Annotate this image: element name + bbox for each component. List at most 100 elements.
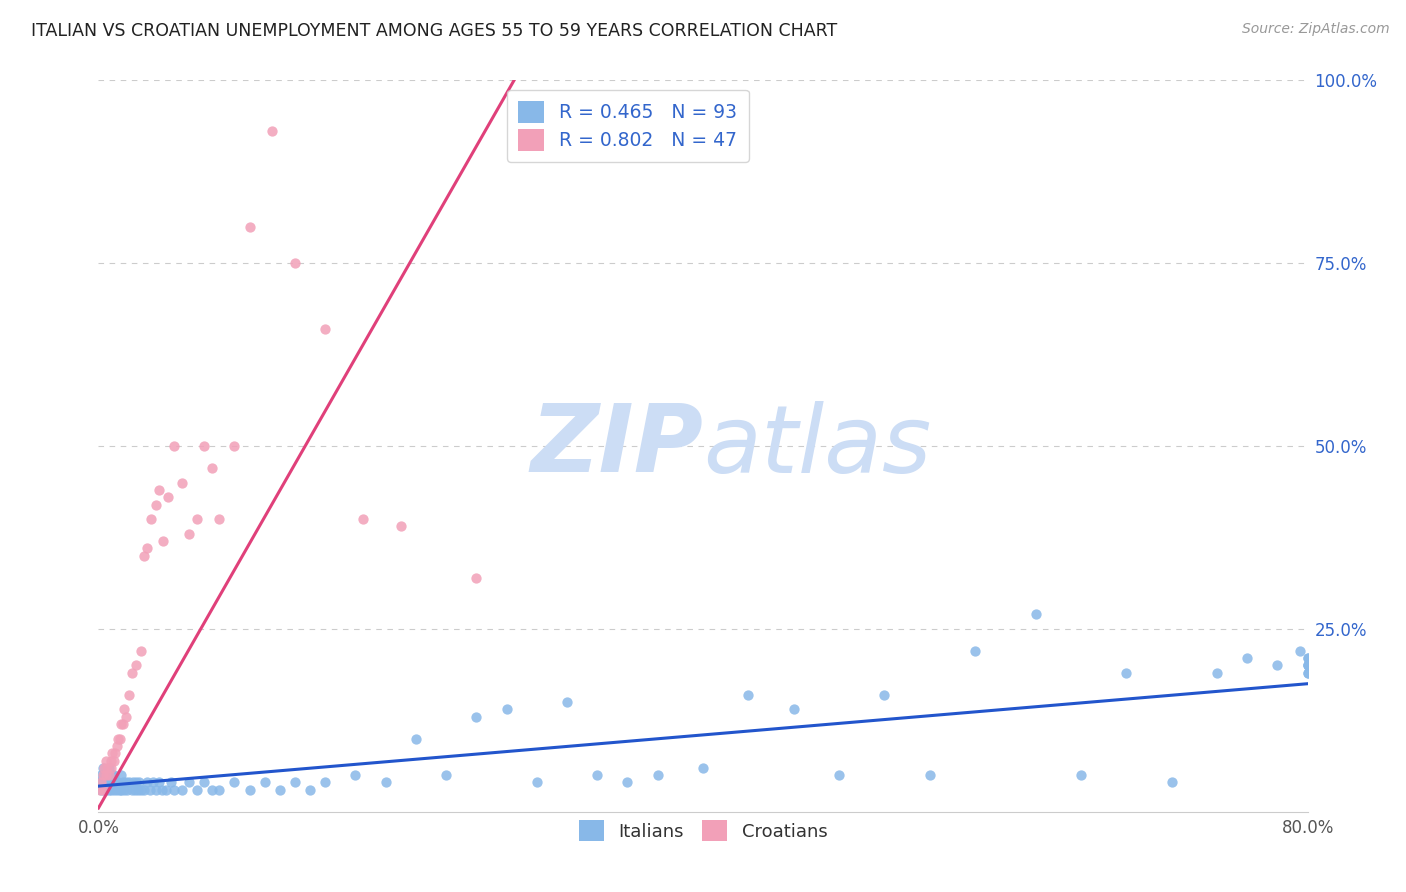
Point	[239, 219, 262, 234]
Point	[121, 665, 143, 680]
Point	[94, 768, 117, 782]
Point	[1296, 651, 1319, 665]
Point	[108, 782, 131, 797]
Point	[434, 768, 457, 782]
Point	[555, 695, 578, 709]
Point	[141, 512, 163, 526]
Point	[495, 702, 517, 716]
Point	[692, 761, 714, 775]
Point	[112, 782, 135, 797]
Point	[1160, 775, 1182, 789]
Point	[1289, 644, 1312, 658]
Point	[828, 768, 851, 782]
Point	[150, 782, 173, 797]
Point	[193, 775, 215, 789]
Point	[115, 782, 138, 797]
Point	[104, 746, 127, 760]
Point	[179, 775, 201, 789]
Point	[224, 775, 246, 789]
Point	[783, 702, 806, 716]
Point	[152, 534, 174, 549]
Point	[129, 782, 152, 797]
Point	[299, 782, 322, 797]
Point	[156, 490, 179, 504]
Point	[148, 483, 170, 497]
Point	[284, 775, 307, 789]
Point	[96, 775, 118, 789]
Point	[105, 782, 128, 797]
Point	[96, 768, 118, 782]
Point	[1115, 665, 1137, 680]
Point	[148, 775, 170, 789]
Point	[155, 782, 177, 797]
Point	[93, 761, 115, 775]
Text: ZIP: ZIP	[530, 400, 703, 492]
Point	[269, 782, 291, 797]
Point	[91, 775, 114, 789]
Point	[1024, 607, 1046, 622]
Point	[89, 782, 111, 797]
Point	[239, 782, 262, 797]
Text: atlas: atlas	[703, 401, 931, 491]
Point	[1296, 658, 1319, 673]
Point	[110, 768, 132, 782]
Point	[93, 782, 115, 797]
Point	[91, 761, 114, 775]
Text: ITALIAN VS CROATIAN UNEMPLOYMENT AMONG AGES 55 TO 59 YEARS CORRELATION CHART: ITALIAN VS CROATIAN UNEMPLOYMENT AMONG A…	[31, 22, 837, 40]
Point	[132, 549, 155, 563]
Point	[314, 775, 336, 789]
Point	[90, 782, 112, 797]
Point	[94, 782, 117, 797]
Point	[89, 775, 111, 789]
Point	[389, 519, 412, 533]
Point	[103, 754, 125, 768]
Point	[170, 475, 193, 490]
Point	[100, 761, 122, 775]
Point	[90, 768, 112, 782]
Point	[104, 775, 127, 789]
Point	[124, 782, 146, 797]
Point	[170, 782, 193, 797]
Point	[98, 761, 121, 775]
Point	[101, 746, 124, 760]
Point	[93, 768, 115, 782]
Point	[96, 761, 118, 775]
Point	[129, 644, 152, 658]
Point	[122, 775, 145, 789]
Point	[110, 782, 132, 797]
Point	[616, 775, 638, 789]
Point	[314, 322, 336, 336]
Point	[1296, 658, 1319, 673]
Point	[465, 571, 488, 585]
Point	[208, 782, 231, 797]
Point	[139, 782, 162, 797]
Point	[105, 739, 128, 753]
Point	[193, 439, 215, 453]
Point	[107, 775, 129, 789]
Point	[114, 775, 136, 789]
Point	[586, 768, 609, 782]
Point	[1296, 651, 1319, 665]
Point	[98, 768, 121, 782]
Point	[344, 768, 367, 782]
Point	[118, 688, 141, 702]
Point	[110, 717, 132, 731]
Point	[224, 439, 246, 453]
Point	[114, 709, 136, 723]
Point	[1070, 768, 1092, 782]
Point	[145, 782, 167, 797]
Point	[526, 775, 548, 789]
Point	[91, 768, 114, 782]
Point	[118, 775, 141, 789]
Point	[1296, 665, 1319, 680]
Point	[253, 775, 276, 789]
Point	[125, 658, 148, 673]
Point	[101, 768, 124, 782]
Point	[352, 512, 374, 526]
Point	[145, 498, 167, 512]
Point	[965, 644, 987, 658]
Point	[465, 709, 488, 723]
Point	[918, 768, 941, 782]
Point	[142, 775, 165, 789]
Point	[1296, 658, 1319, 673]
